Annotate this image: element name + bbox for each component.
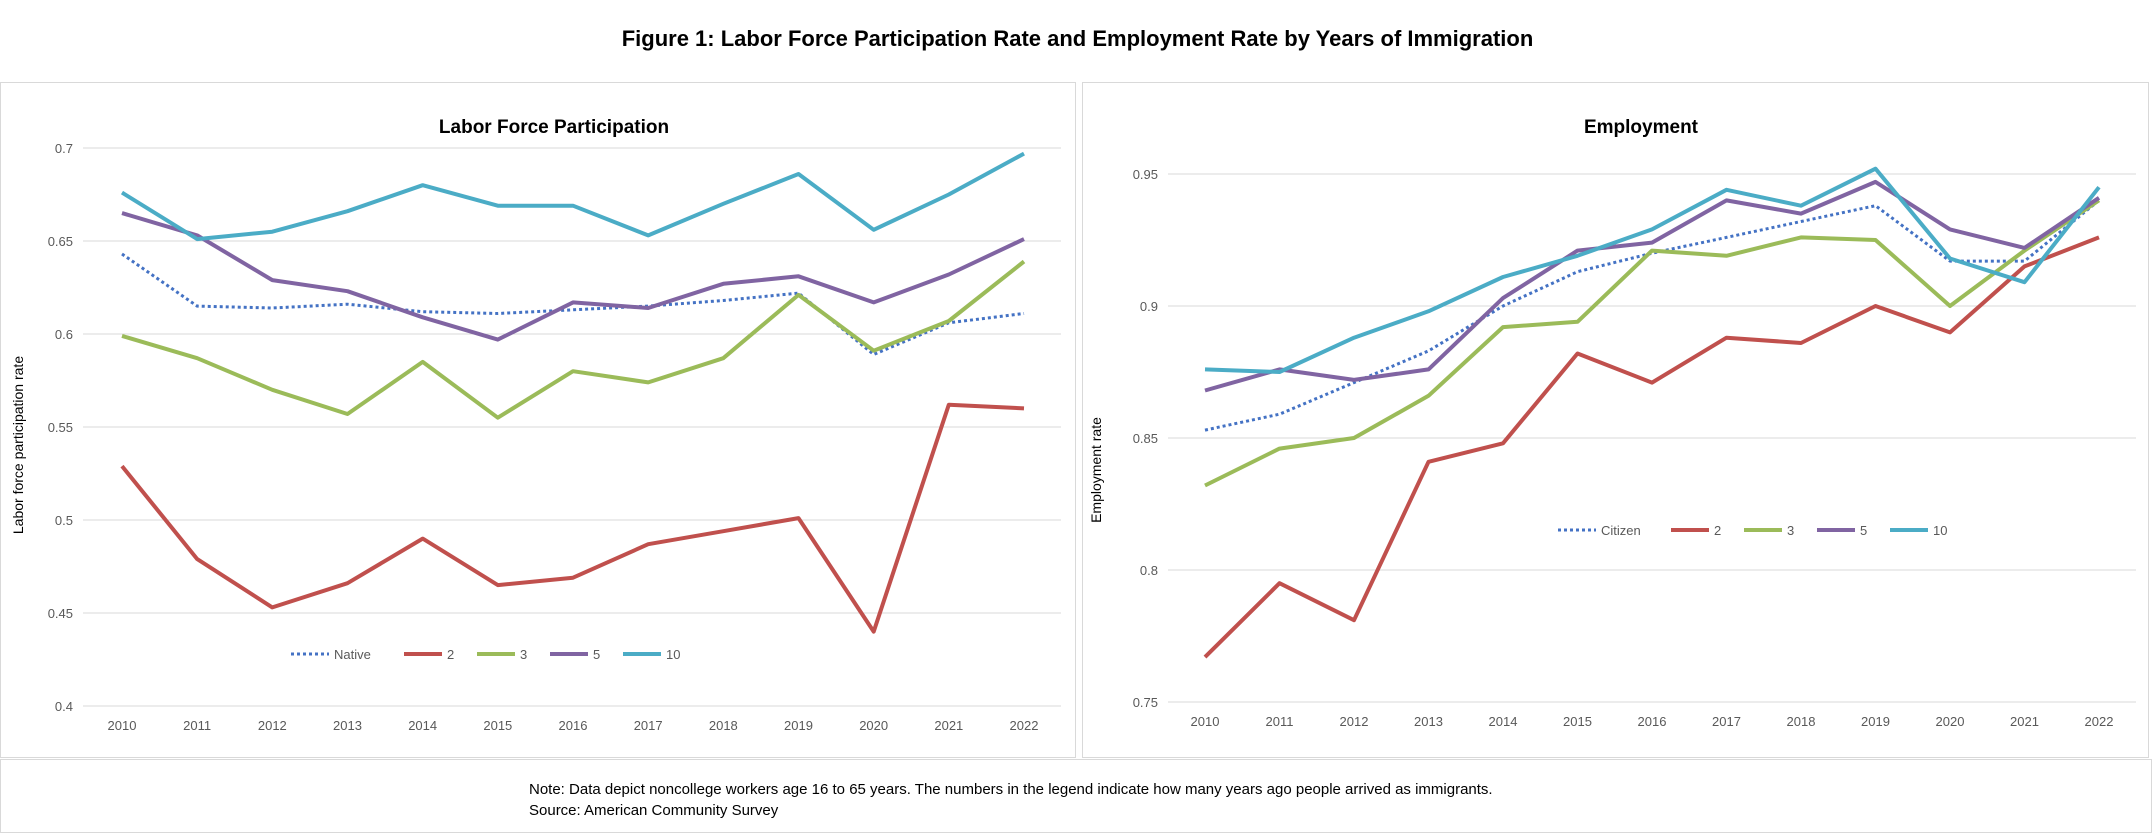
legend-label: 3 — [520, 647, 527, 662]
series-line-3 — [121, 259, 1026, 420]
legend-label: 2 — [447, 647, 454, 662]
x-tick-label: 2018 — [709, 718, 738, 733]
x-tick-label: 2012 — [1340, 714, 1369, 729]
chart-title: Labor Force Participation — [439, 117, 669, 138]
y-tick-label: 0.45 — [48, 606, 73, 621]
chart-title: Employment — [1584, 117, 1699, 138]
y-tick-label: 0.8 — [1140, 563, 1158, 578]
lfp-chart-panel — [0, 82, 1076, 758]
x-tick-label: 2011 — [1266, 714, 1294, 729]
y-axis-label: Employment rate — [1088, 417, 1104, 523]
x-tick-label: 2015 — [1563, 714, 1592, 729]
y-tick-label: 0.65 — [48, 234, 73, 249]
y-tick-label: 0.85 — [1133, 431, 1158, 446]
y-axis-label: Labor force participation rate — [10, 356, 26, 534]
y-tick-label: 0.9 — [1140, 299, 1158, 314]
legend-label: Native — [334, 647, 371, 662]
x-tick-label: 2011 — [183, 718, 211, 733]
series-line-10 — [1204, 166, 2101, 374]
note-text: Note: Data depict noncollege workers age… — [529, 781, 1493, 798]
series-line-2 — [1203, 235, 2100, 659]
legend-label: 5 — [593, 647, 600, 662]
x-tick-label: 2019 — [1861, 714, 1890, 729]
note-box — [0, 759, 2152, 833]
x-tick-label: 2020 — [859, 718, 888, 733]
x-tick-label: 2012 — [258, 718, 287, 733]
x-tick-label: 2013 — [1414, 714, 1443, 729]
y-tick-label: 0.4 — [55, 699, 73, 714]
y-tick-label: 0.5 — [55, 513, 73, 528]
y-tick-label: 0.6 — [55, 327, 73, 342]
x-tick-label: 2010 — [1191, 714, 1220, 729]
source-text: Source: American Community Survey — [529, 802, 779, 819]
y-tick-label: 0.95 — [1133, 167, 1158, 182]
series-line-5 — [121, 211, 1025, 342]
x-tick-label: 2018 — [1787, 714, 1816, 729]
x-tick-label: 2016 — [1638, 714, 1667, 729]
x-tick-label: 2022 — [2085, 714, 2114, 729]
x-tick-label: 2014 — [408, 718, 437, 733]
x-tick-label: 2017 — [1712, 714, 1741, 729]
x-tick-label: 2015 — [483, 718, 512, 733]
y-tick-label: 0.75 — [1133, 695, 1158, 710]
x-tick-label: 2017 — [634, 718, 663, 733]
series-line-citizen — [1204, 199, 2100, 432]
x-tick-label: 2010 — [108, 718, 137, 733]
x-tick-label: 2019 — [784, 718, 813, 733]
legend-label: 10 — [666, 647, 680, 662]
legend-label: 2 — [1714, 523, 1721, 538]
legend-label: 10 — [1933, 523, 1947, 538]
x-tick-label: 2022 — [1010, 718, 1039, 733]
y-tick-label: 0.55 — [48, 420, 73, 435]
series-line-10 — [120, 151, 1025, 242]
y-tick-label: 0.7 — [55, 141, 73, 156]
series-line-2 — [120, 402, 1025, 634]
series-line-5 — [1204, 179, 2101, 393]
x-tick-label: 2013 — [333, 718, 362, 733]
x-tick-label: 2021 — [2010, 714, 2039, 729]
legend-label: 3 — [1787, 523, 1794, 538]
figure-title: Figure 1: Labor Force Participation Rate… — [621, 26, 1534, 51]
x-tick-label: 2014 — [1489, 714, 1518, 729]
employment-chart-panel — [1082, 82, 2149, 758]
x-tick-label: 2021 — [934, 718, 963, 733]
x-tick-label: 2020 — [1936, 714, 1965, 729]
legend-label: Citizen — [1601, 523, 1641, 538]
legend-label: 5 — [1860, 523, 1867, 538]
x-tick-label: 2016 — [559, 718, 588, 733]
